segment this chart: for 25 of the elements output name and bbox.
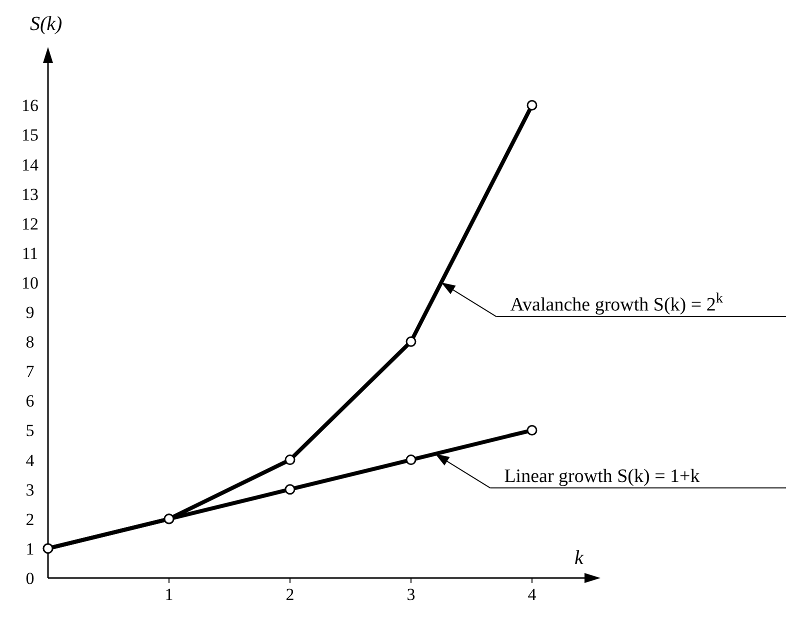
y-tick-label: 4: [26, 450, 35, 470]
y-tick-label: 6: [26, 392, 34, 411]
y-tick-label: 2: [26, 510, 34, 529]
y-tick-label: 10: [22, 273, 38, 292]
y-tick-label: 15: [22, 126, 38, 145]
y-axis-title: S(k): [30, 13, 63, 35]
annotation: Linear growth S(k) = 1+k: [504, 466, 700, 487]
y-tick-label: 14: [22, 155, 39, 174]
x-tick-label: 1: [164, 585, 174, 604]
y-tick-label: 13: [22, 184, 38, 204]
y-tick-label: 5: [26, 421, 34, 440]
x-tick-label: 4: [528, 585, 537, 604]
x-tick-label: 2: [286, 585, 294, 604]
y-tick-label: 9: [26, 303, 34, 322]
y-tick-label: 16: [22, 96, 38, 116]
y-tick-label: 8: [26, 332, 34, 352]
y-tick-label: 7: [26, 362, 35, 382]
x-axis-title: k: [574, 547, 584, 569]
y-tick-label: 0: [26, 568, 34, 588]
y-tick-label: 1: [26, 539, 34, 558]
y-tick-label: 11: [22, 244, 38, 263]
x-tick-label: 3: [406, 585, 416, 604]
y-tick-label: 3: [26, 480, 34, 500]
y-tick-label: 12: [22, 214, 38, 234]
annotation: Avalanche growth S(k) = 2$^{k}$: [510, 290, 724, 316]
